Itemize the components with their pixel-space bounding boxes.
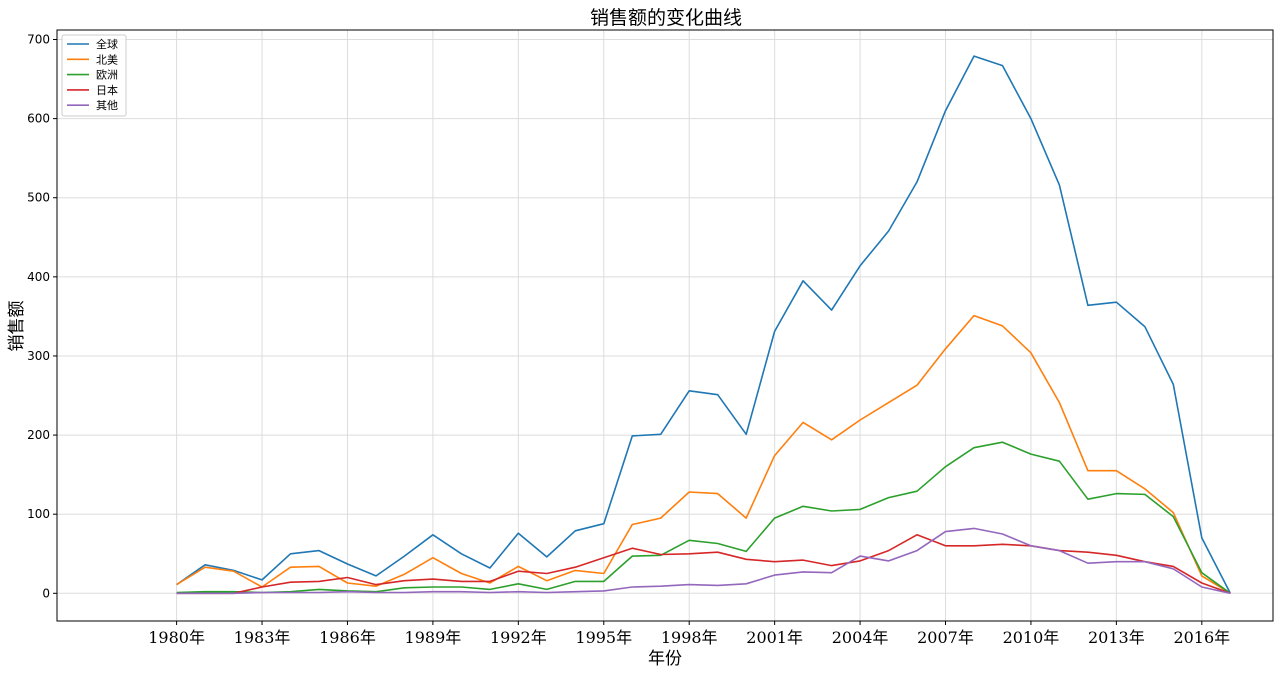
x-axis-label: 年份	[648, 649, 682, 669]
legend-frame	[61, 34, 127, 117]
legend-label: 北美	[96, 53, 118, 66]
y-tick-label: 400	[27, 270, 50, 284]
x-tick-label: 1986年	[319, 628, 376, 647]
x-tick-label: 2010年	[1003, 628, 1060, 647]
plot-frame	[56, 29, 1274, 622]
y-tick-label: 500	[27, 191, 50, 205]
y-axis-label: 销售额	[7, 301, 27, 352]
x-tick-label: 2013年	[1088, 628, 1145, 647]
x-tick-label: 1995年	[575, 628, 632, 647]
series-line-5	[176, 527, 1231, 595]
legend-label: 欧洲	[96, 69, 118, 82]
series-lines	[176, 55, 1232, 595]
y-tick-label: 0	[42, 586, 50, 600]
chart-title: 销售额的变化曲线	[590, 7, 742, 29]
x-axis-ticks: 1980年 1983年 1986年 1989年 1992年 1995年 1998年 2001年…	[148, 621, 1230, 647]
y-tick-label: 200	[27, 428, 50, 442]
x-tick-label: 1998年	[661, 628, 718, 647]
y-tick-label: 300	[27, 349, 50, 363]
x-tick-label: 2001年	[746, 628, 803, 647]
series-line-2	[176, 314, 1231, 594]
y-tick-label: 100	[27, 507, 50, 521]
x-tick-label: 2004年	[832, 628, 889, 647]
x-tick-label: 1980年	[148, 628, 205, 647]
x-tick-label: 1992年	[490, 628, 547, 647]
x-tick-label: 1989年	[405, 628, 462, 647]
x-tick-label: 2016年	[1173, 628, 1230, 647]
legend-label: 日本	[96, 83, 118, 97]
series-line-1	[176, 55, 1232, 594]
x-tick-label: 2007年	[917, 628, 974, 647]
y-tick-label: 600	[27, 112, 50, 126]
y-tick-label: 700	[27, 32, 50, 46]
legend-label: 全球	[96, 37, 118, 51]
x-tick-label: 1983年	[234, 628, 291, 647]
legend-label: 其他	[96, 99, 118, 112]
y-axis-ticks: 0 100 200 300 400 500 600 700	[27, 32, 57, 600]
